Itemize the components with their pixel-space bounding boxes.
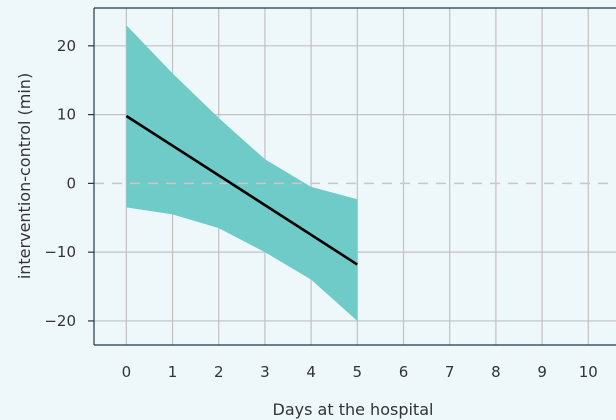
x-tick-label: 7 xyxy=(445,363,455,381)
axis-layer xyxy=(88,7,616,346)
x-tick-label: 4 xyxy=(306,363,316,381)
x-tick-label: 3 xyxy=(260,363,270,381)
y-axis-label: intervention-control (min) xyxy=(15,73,34,279)
x-tick-label: 2 xyxy=(214,363,224,381)
x-tick-label: 8 xyxy=(491,363,501,381)
y-tick-label: −10 xyxy=(44,243,76,261)
estimate-line xyxy=(125,114,359,266)
y-tick-label: 10 xyxy=(57,106,76,124)
band-layer xyxy=(126,25,358,321)
confidence-band xyxy=(126,25,358,321)
y-tick-labels: 20 10 0 −10 −20 xyxy=(44,37,76,330)
x-tick-label: 5 xyxy=(353,363,363,381)
x-axis-label: Days at the hospital xyxy=(273,400,434,419)
x-tick-label: 1 xyxy=(168,363,178,381)
y-tick-label: −20 xyxy=(44,312,76,330)
y-tick-label: 20 xyxy=(57,37,76,55)
x-tick-label: 10 xyxy=(579,363,598,381)
x-tick-labels: 0 1 2 3 4 5 6 7 8 9 10 xyxy=(122,363,598,381)
x-tick-label: 9 xyxy=(537,363,547,381)
series-line-layer xyxy=(125,114,359,266)
y-tick-label: 0 xyxy=(66,174,76,192)
x-tick-label: 6 xyxy=(399,363,409,381)
x-tick-label: 0 xyxy=(122,363,132,381)
